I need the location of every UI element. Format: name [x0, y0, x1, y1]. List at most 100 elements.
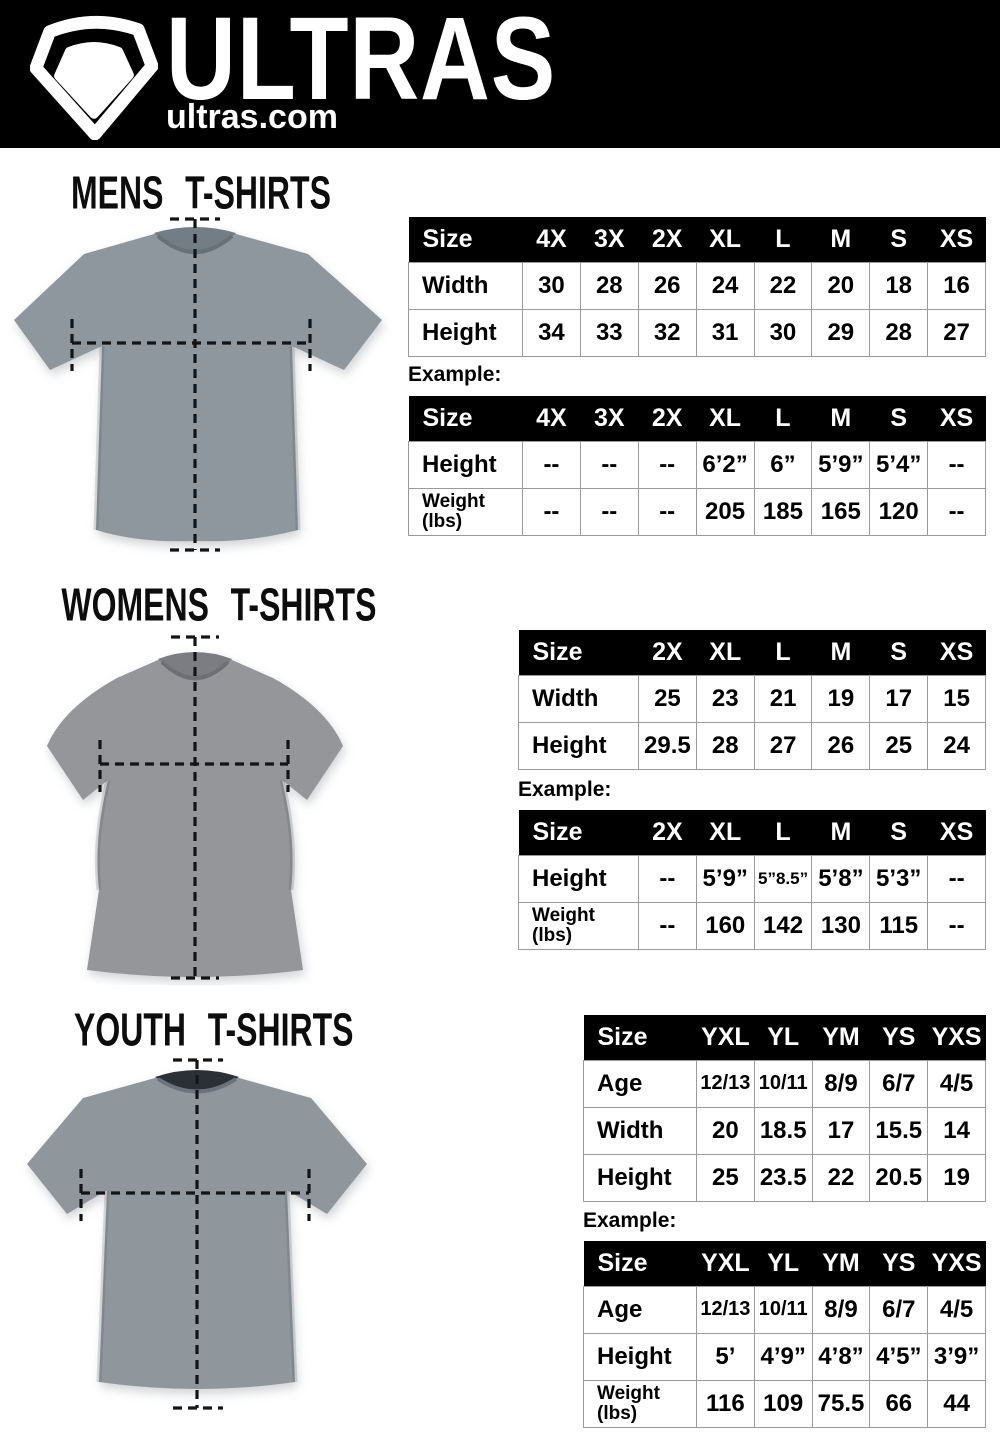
size-value-cell: 25	[869, 721, 929, 770]
size-value-cell: 25	[696, 1153, 755, 1202]
size-column-header: 2X	[638, 810, 697, 855]
row-label: Height	[518, 854, 639, 903]
size-value-cell: 165	[811, 487, 871, 536]
size-value-cell: 26	[637, 261, 697, 310]
table-row: Height 34 33 32 31 30 29 28 27	[408, 308, 986, 357]
row-label: Weight (lbs)	[583, 1379, 697, 1428]
size-value-cell: --	[927, 854, 986, 903]
row-label: Weight (lbs)	[408, 487, 523, 536]
size-value-cell: 29.5	[638, 721, 697, 770]
table-row: Width 30 28 26 24 22 20 18 16	[408, 261, 986, 310]
size-value-cell: 142	[753, 901, 813, 950]
row-label: Width	[583, 1106, 697, 1155]
row-label: Height	[518, 721, 639, 770]
size-column-header: XS	[927, 396, 986, 441]
size-value-cell: 34	[522, 308, 581, 357]
size-column-header: 4X	[522, 217, 581, 262]
size-value-cell: 22	[753, 261, 813, 310]
size-value-cell: 19	[927, 1153, 986, 1202]
youth-tshirt-image	[15, 1052, 385, 1424]
table-row: Width 25 23 21 19 17 15	[518, 674, 986, 723]
mens-measure-lines	[70, 217, 312, 552]
size-value-cell: 6/7	[869, 1059, 929, 1108]
womens-section-title: WOMENS T-SHIRTS	[61, 580, 377, 631]
size-column-header: M	[811, 217, 870, 262]
size-value-cell: --	[637, 487, 697, 536]
size-value-cell: 27	[927, 308, 986, 357]
size-value-cell: 29	[811, 308, 871, 357]
size-value-cell: 205	[695, 487, 755, 536]
size-value-cell: 25	[638, 674, 697, 723]
size-value-cell: 20.5	[869, 1153, 929, 1202]
size-value-cell: --	[927, 901, 986, 950]
womens-example-label: Example:	[518, 778, 612, 801]
size-value-cell: 5’4”	[869, 440, 929, 489]
size-column-header: L	[754, 630, 812, 675]
size-value-cell: 4/5	[927, 1059, 986, 1108]
size-value-cell: 44	[927, 1379, 986, 1428]
size-label-header: Size	[518, 810, 639, 855]
table-row: Height -- 5’9” 5”8.5” 5’8” 5’3” --	[518, 854, 986, 903]
size-column-header: YM	[812, 1015, 870, 1060]
size-column-header: 3X	[580, 396, 639, 441]
size-value-cell: 8/9	[811, 1285, 871, 1334]
youth-example-label: Example:	[583, 1209, 677, 1232]
size-value-cell: --	[927, 487, 986, 536]
size-column-header: S	[869, 217, 928, 262]
size-value-cell: 28	[695, 721, 755, 770]
table-row: Height -- -- -- 6’2” 6” 5’9” 5’4” --	[408, 440, 986, 489]
size-value-cell: 17	[869, 674, 929, 723]
size-label-header: Size	[408, 217, 523, 262]
table-row: Height 5’ 4’9” 4’8” 4’5” 3’9”	[583, 1332, 986, 1381]
size-column-header: S	[869, 396, 928, 441]
size-value-cell: 5’9”	[811, 440, 871, 489]
size-value-cell: 116	[696, 1379, 755, 1428]
size-column-header: XL	[696, 396, 754, 441]
size-value-cell: --	[522, 440, 581, 489]
size-label-header: Size	[408, 396, 523, 441]
size-value-cell: 6/7	[869, 1285, 929, 1334]
table-row: Height 29.5 28 27 26 25 24	[518, 721, 986, 770]
size-value-cell: 16	[927, 261, 986, 310]
size-value-cell: 30	[522, 261, 581, 310]
youth-section-title: YOUTH T-SHIRTS	[74, 1005, 354, 1056]
size-value-cell: 33	[579, 308, 639, 357]
table-row: Width 20 18.5 17 15.5 14	[583, 1106, 986, 1155]
size-column-header: YXL	[696, 1015, 755, 1060]
table-row: Age 12/13 10/11 8/9 6/7 4/5	[583, 1285, 986, 1334]
row-label: Height	[408, 308, 523, 357]
size-value-cell: 27	[753, 721, 813, 770]
size-value-cell: 4’9”	[753, 1332, 813, 1381]
row-label: Width	[518, 674, 639, 723]
size-column-header: M	[811, 810, 870, 855]
size-value-cell: 4’5”	[869, 1332, 929, 1381]
size-column-header: S	[869, 630, 928, 675]
row-label: Weight (lbs)	[518, 901, 639, 950]
mens-example-label: Example:	[408, 363, 502, 386]
size-label-header: Size	[583, 1015, 697, 1060]
size-column-header: YM	[812, 1241, 870, 1286]
size-value-cell: 12/13	[696, 1059, 755, 1108]
size-value-cell: 15	[927, 674, 986, 723]
size-value-cell: 26	[811, 721, 871, 770]
size-value-cell: 32	[637, 308, 697, 357]
size-column-header: M	[811, 630, 870, 675]
mens-size-table: Size 4X 3X 2X XL L M S XS Width 30 28 26 24 22 20 18 16 He…	[408, 217, 986, 357]
size-value-cell: 23	[695, 674, 755, 723]
size-value-cell: 15.5	[869, 1106, 929, 1155]
row-label: Height	[583, 1153, 697, 1202]
size-column-header: L	[754, 217, 812, 262]
size-column-header: YXL	[696, 1241, 755, 1286]
size-value-cell: 30	[753, 308, 813, 357]
size-value-cell: --	[638, 901, 697, 950]
table-row: Weight (lbs) -- -- -- 205 185 165 120 --	[408, 487, 986, 536]
size-column-header: YS	[869, 1015, 928, 1060]
size-value-cell: --	[579, 440, 639, 489]
size-value-cell: 75.5	[811, 1379, 871, 1428]
row-label: Height	[408, 440, 523, 489]
womens-tshirt-image	[45, 628, 400, 985]
row-label: Age	[583, 1059, 697, 1108]
size-value-cell: 6”	[753, 440, 813, 489]
size-column-header: XS	[927, 630, 986, 675]
size-value-cell: 28	[579, 261, 639, 310]
